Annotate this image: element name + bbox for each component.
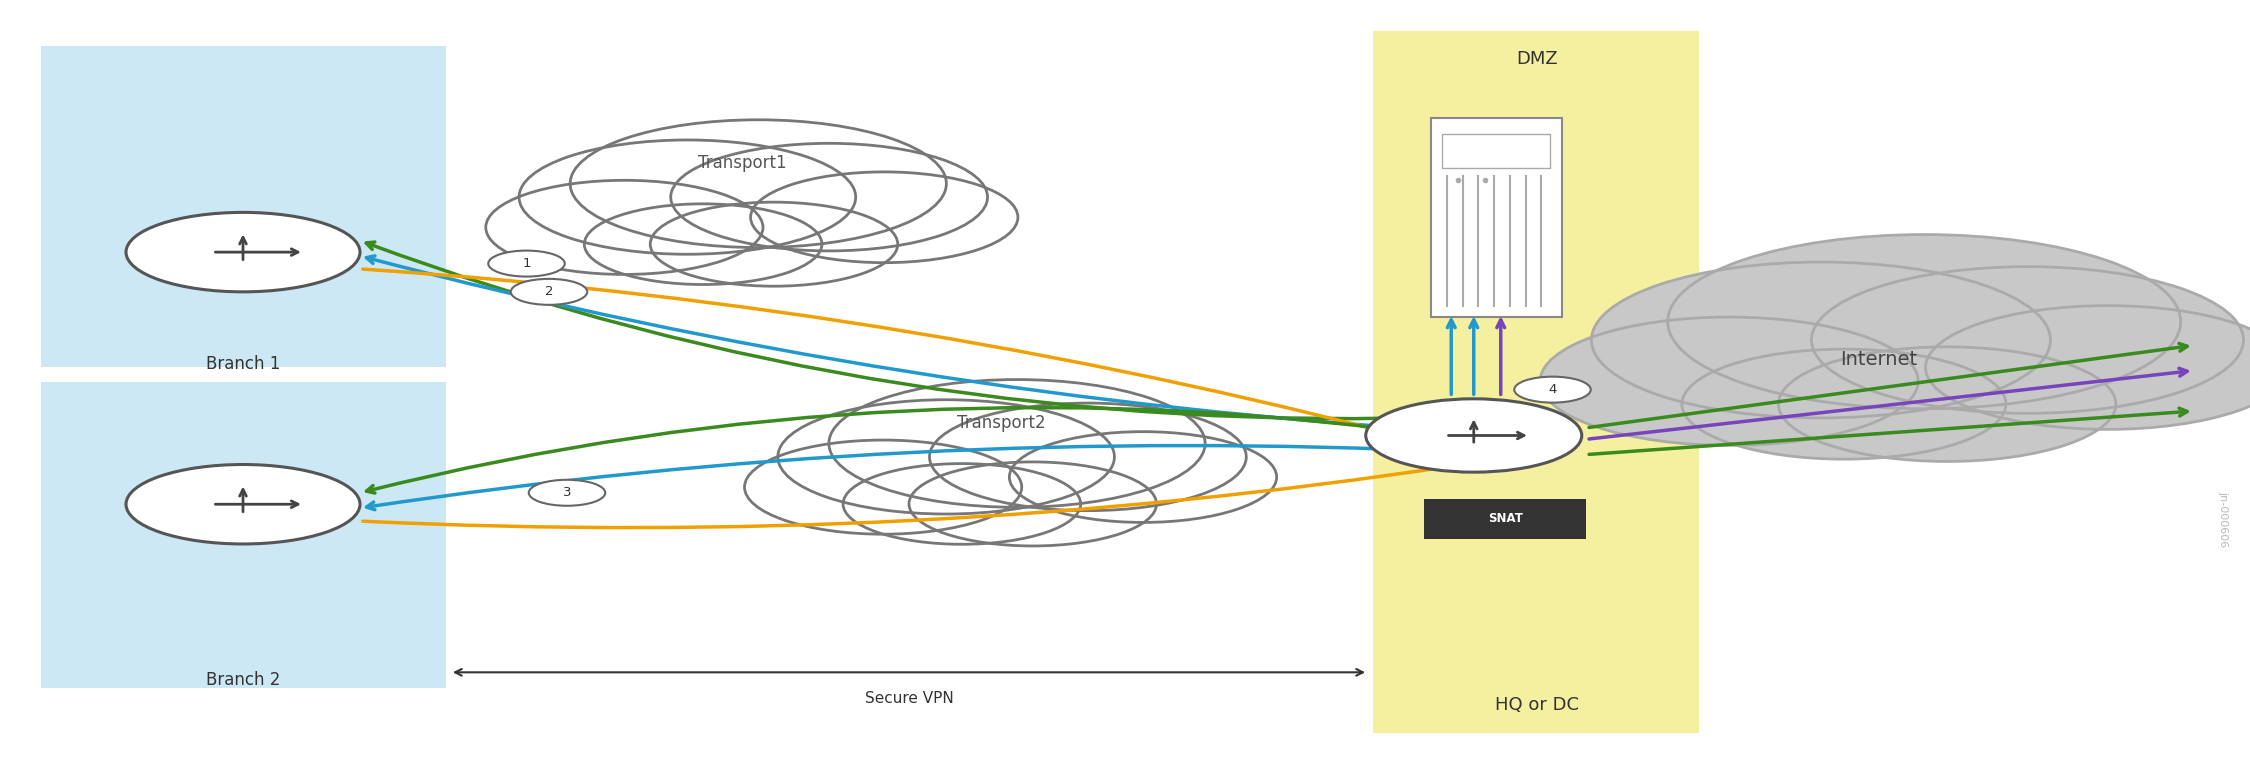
Circle shape	[1591, 262, 2050, 418]
Text: SNAT: SNAT	[1487, 512, 1523, 526]
Circle shape	[511, 279, 587, 305]
Circle shape	[1683, 349, 2007, 459]
Circle shape	[126, 212, 360, 292]
Circle shape	[1514, 377, 1591, 403]
Text: 3: 3	[562, 486, 572, 500]
Bar	[40, 46, 446, 367]
Text: Secure VPN: Secure VPN	[864, 691, 954, 707]
Text: Internet: Internet	[1840, 350, 1917, 368]
Circle shape	[1811, 267, 2243, 413]
Circle shape	[828, 380, 1206, 507]
Circle shape	[488, 251, 565, 277]
Bar	[1442, 134, 1550, 168]
Circle shape	[909, 462, 1156, 546]
Text: Transport2: Transport2	[956, 414, 1046, 432]
Circle shape	[745, 440, 1022, 534]
Circle shape	[1010, 432, 1276, 523]
Circle shape	[670, 144, 988, 251]
Circle shape	[520, 140, 855, 254]
Circle shape	[929, 403, 1247, 510]
Circle shape	[1539, 317, 1917, 445]
Bar	[1431, 118, 1561, 317]
Circle shape	[126, 465, 360, 544]
Text: 4: 4	[1548, 383, 1557, 397]
Circle shape	[1667, 235, 2180, 409]
Circle shape	[752, 172, 1017, 263]
Circle shape	[1778, 347, 2115, 461]
Text: DMZ: DMZ	[1516, 50, 1557, 68]
Bar	[1372, 31, 1699, 733]
Text: 1: 1	[522, 257, 531, 270]
Circle shape	[529, 480, 605, 506]
Circle shape	[778, 400, 1114, 514]
Bar	[1424, 499, 1586, 539]
Circle shape	[650, 202, 898, 286]
Text: Transport1: Transport1	[698, 154, 788, 173]
Circle shape	[585, 204, 821, 284]
Text: 2: 2	[544, 285, 554, 299]
Circle shape	[1366, 399, 1582, 472]
Text: jn-000606: jn-000606	[2218, 491, 2228, 548]
Circle shape	[844, 464, 1080, 544]
Circle shape	[1926, 306, 2250, 429]
Text: Branch 2: Branch 2	[205, 671, 281, 689]
Circle shape	[486, 180, 763, 274]
Text: Branch 1: Branch 1	[205, 355, 281, 374]
Bar	[40, 382, 446, 688]
Circle shape	[569, 120, 947, 248]
Text: HQ or DC: HQ or DC	[1494, 696, 1579, 714]
